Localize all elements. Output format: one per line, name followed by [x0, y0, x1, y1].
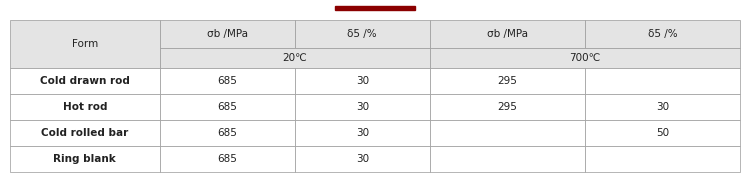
Bar — [160, 146, 295, 172]
Bar — [295, 68, 430, 94]
Bar — [160, 120, 295, 146]
Bar — [585, 20, 740, 48]
Text: Form: Form — [72, 39, 98, 49]
Text: 20℃: 20℃ — [282, 53, 307, 63]
Text: Cold drawn rod: Cold drawn rod — [40, 76, 130, 86]
Bar — [295, 146, 430, 172]
Bar — [160, 94, 295, 120]
Bar — [295, 120, 430, 146]
Bar — [10, 120, 160, 146]
Bar — [430, 68, 585, 94]
Bar — [430, 48, 740, 68]
Bar — [295, 94, 430, 120]
Text: δ5 /%: δ5 /% — [347, 29, 377, 39]
Bar — [295, 20, 430, 48]
Bar — [585, 68, 740, 94]
Text: Hot rod: Hot rod — [62, 102, 107, 112]
Text: 30: 30 — [356, 76, 369, 86]
Bar — [160, 20, 295, 48]
Bar — [430, 146, 585, 172]
Bar — [335, 6, 415, 10]
Text: 295: 295 — [497, 76, 517, 86]
Text: 30: 30 — [656, 102, 669, 112]
Text: Ring blank: Ring blank — [53, 154, 116, 164]
Bar — [160, 68, 295, 94]
Bar — [160, 48, 430, 68]
Bar — [10, 146, 160, 172]
Text: σb /MPa: σb /MPa — [207, 29, 248, 39]
Bar — [430, 120, 585, 146]
Text: Cold rolled bar: Cold rolled bar — [41, 128, 128, 138]
Text: 30: 30 — [356, 154, 369, 164]
Text: δ5 /%: δ5 /% — [647, 29, 677, 39]
Text: 295: 295 — [497, 102, 517, 112]
Bar — [585, 94, 740, 120]
Text: σb /MPa: σb /MPa — [487, 29, 528, 39]
Bar — [430, 94, 585, 120]
Text: 700℃: 700℃ — [569, 53, 601, 63]
Bar — [10, 20, 160, 68]
Text: 30: 30 — [356, 128, 369, 138]
Bar — [10, 94, 160, 120]
Text: 685: 685 — [217, 102, 237, 112]
Bar — [585, 120, 740, 146]
Text: 685: 685 — [217, 128, 237, 138]
Text: 685: 685 — [217, 154, 237, 164]
Bar — [430, 20, 585, 48]
Bar — [585, 146, 740, 172]
Text: 50: 50 — [656, 128, 669, 138]
Bar — [10, 68, 160, 94]
Text: 685: 685 — [217, 76, 237, 86]
Text: 30: 30 — [356, 102, 369, 112]
